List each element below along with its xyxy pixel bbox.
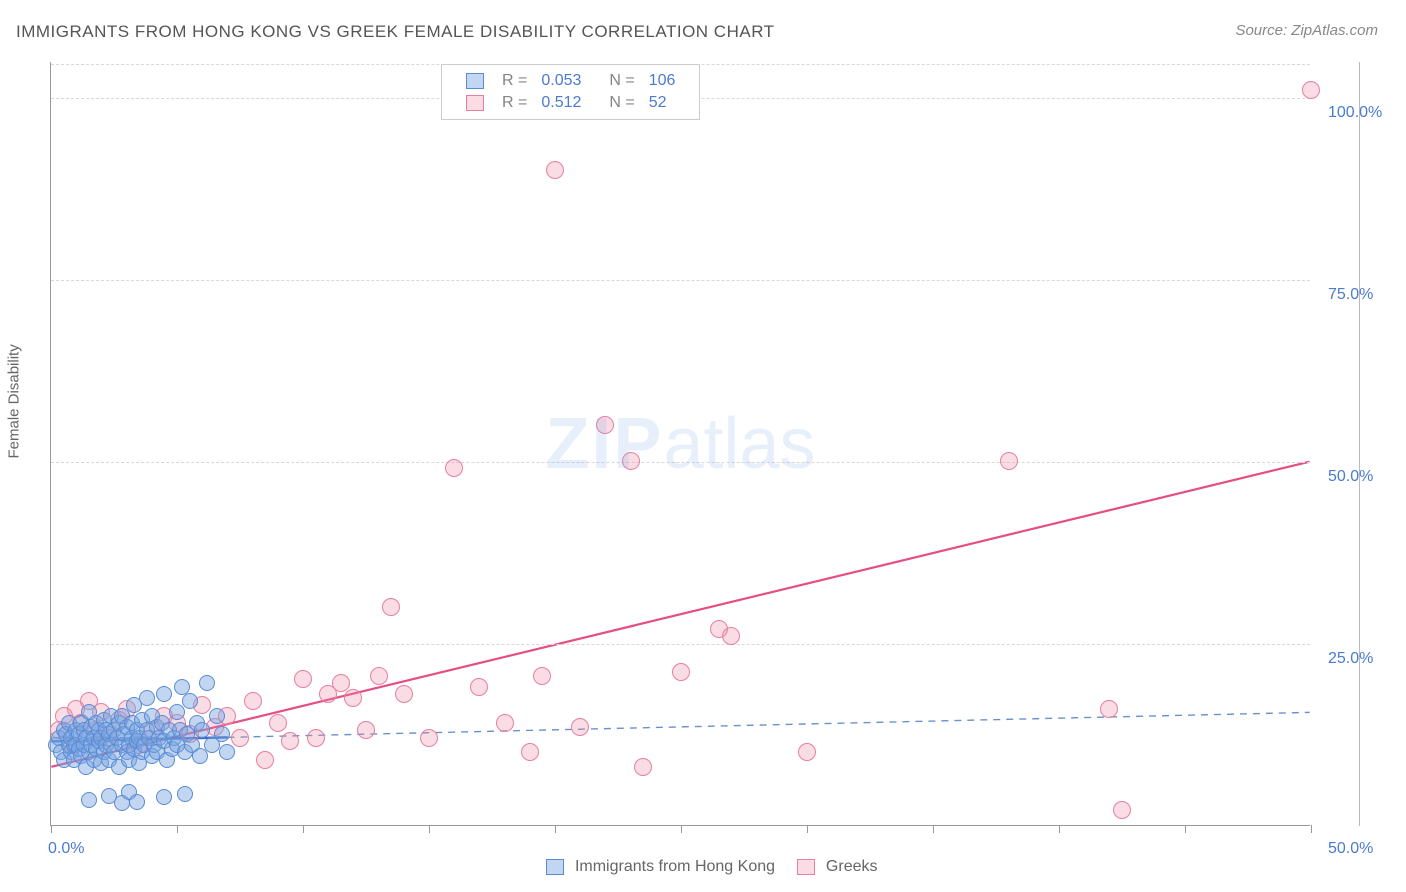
scatter-point-pink	[294, 670, 312, 688]
scatter-point-pink	[1100, 700, 1118, 718]
scatter-point-pink	[1113, 801, 1131, 819]
scatter-point-blue	[214, 726, 230, 742]
gridline	[51, 644, 1310, 645]
x-tick	[1311, 825, 1312, 833]
legend-series-label: Immigrants from Hong Kong	[575, 858, 775, 875]
legend-r-label: R =	[496, 93, 533, 113]
scatter-point-pink	[370, 667, 388, 685]
legend-stats-row: R = 0.053 N = 106	[460, 71, 681, 91]
right-axis	[1359, 62, 1360, 826]
trend-line	[51, 462, 1309, 767]
y-tick-label: 100.0%	[1328, 104, 1382, 122]
trend-line	[227, 712, 1309, 737]
scatter-point-pink	[672, 663, 690, 681]
legend-n-value: 106	[643, 71, 682, 91]
scatter-point-pink	[798, 743, 816, 761]
legend-swatch-pink	[797, 859, 815, 875]
scatter-point-pink	[1000, 452, 1018, 470]
x-tick	[303, 825, 304, 833]
x-tick	[681, 825, 682, 833]
scatter-point-pink	[281, 732, 299, 750]
y-tick-label: 50.0%	[1328, 468, 1373, 486]
scatter-point-blue	[182, 693, 198, 709]
source-attribution: Source: ZipAtlas.com	[1235, 22, 1378, 39]
scatter-point-blue	[177, 786, 193, 802]
scatter-point-pink	[470, 678, 488, 696]
scatter-point-pink	[256, 751, 274, 769]
scatter-point-blue	[174, 679, 190, 695]
x-tick	[807, 825, 808, 833]
scatter-point-blue	[199, 675, 215, 691]
x-tick	[429, 825, 430, 833]
scatter-point-blue	[139, 690, 155, 706]
scatter-point-pink	[546, 161, 564, 179]
scatter-point-pink	[533, 667, 551, 685]
scatter-point-pink	[1302, 81, 1320, 99]
legend-stats-table: R = 0.053 N = 106 R = 0.512 N = 52	[458, 69, 683, 115]
legend-series-label: Greeks	[826, 858, 878, 875]
legend-r-label: R =	[496, 71, 533, 91]
trend-lines-svg	[51, 62, 1310, 825]
y-tick-label: 25.0%	[1328, 650, 1373, 668]
gridline	[51, 462, 1310, 463]
legend-r-value: 0.512	[535, 93, 587, 113]
scatter-point-blue	[169, 704, 185, 720]
watermark-light: atlas	[663, 404, 815, 484]
legend-n-label: N =	[603, 93, 640, 113]
scatter-point-pink	[344, 689, 362, 707]
x-tick	[51, 825, 52, 833]
x-tick	[177, 825, 178, 833]
y-axis-label: Female Disability	[6, 344, 23, 458]
scatter-point-pink	[269, 714, 287, 732]
scatter-point-pink	[420, 729, 438, 747]
x-tick	[1185, 825, 1186, 833]
legend-swatch-pink	[466, 95, 484, 111]
y-tick-label: 75.0%	[1328, 286, 1373, 304]
legend-series: Immigrants from Hong Kong Greeks	[0, 858, 1406, 876]
scatter-point-blue	[219, 744, 235, 760]
legend-swatch-blue	[466, 73, 484, 89]
x-tick-label: 50.0%	[1328, 840, 1373, 858]
scatter-point-pink	[395, 685, 413, 703]
legend-stats-row: R = 0.512 N = 52	[460, 93, 681, 113]
scatter-point-pink	[244, 692, 262, 710]
scatter-point-blue	[81, 792, 97, 808]
legend-n-label: N =	[603, 71, 640, 91]
scatter-point-pink	[357, 721, 375, 739]
scatter-point-blue	[209, 708, 225, 724]
scatter-point-blue	[192, 748, 208, 764]
plot-area: ZIPatlas R = 0.053 N = 106 R = 0.512 N =…	[50, 62, 1310, 826]
x-tick	[1059, 825, 1060, 833]
scatter-point-blue	[156, 686, 172, 702]
legend-n-value: 52	[643, 93, 682, 113]
watermark: ZIPatlas	[545, 403, 815, 485]
legend-swatch-blue	[546, 859, 564, 875]
x-tick-label: 0.0%	[48, 840, 84, 858]
scatter-point-pink	[571, 718, 589, 736]
scatter-point-pink	[382, 598, 400, 616]
x-tick	[933, 825, 934, 833]
scatter-point-blue	[194, 722, 210, 738]
scatter-point-pink	[596, 416, 614, 434]
scatter-point-pink	[445, 459, 463, 477]
scatter-point-pink	[521, 743, 539, 761]
scatter-point-pink	[496, 714, 514, 732]
scatter-point-blue	[156, 789, 172, 805]
scatter-point-pink	[722, 627, 740, 645]
scatter-point-pink	[231, 729, 249, 747]
scatter-point-blue	[129, 794, 145, 810]
scatter-point-pink	[622, 452, 640, 470]
legend-stats: R = 0.053 N = 106 R = 0.512 N = 52	[441, 64, 700, 120]
x-tick	[555, 825, 556, 833]
gridline	[51, 280, 1310, 281]
scatter-point-pink	[307, 729, 325, 747]
legend-r-value: 0.053	[535, 71, 587, 91]
scatter-point-pink	[634, 758, 652, 776]
chart-title: IMMIGRANTS FROM HONG KONG VS GREEK FEMAL…	[16, 22, 775, 42]
